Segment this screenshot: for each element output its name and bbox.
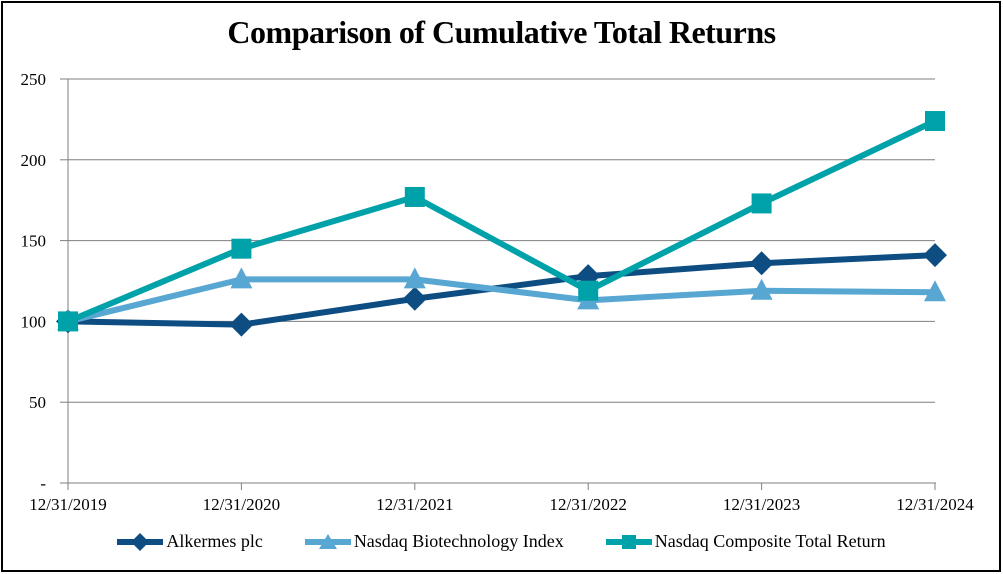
x-tick-label: 12/31/2022 (549, 495, 626, 514)
chart-title: Comparison of Cumulative Total Returns (227, 14, 776, 50)
data-point-marker (750, 278, 773, 300)
legend-item: Nasdaq Biotechnology Index (304, 531, 564, 552)
legend-label: Alkermes plc (166, 531, 263, 551)
x-tick-label: 12/31/2023 (723, 495, 800, 514)
data-point-marker (229, 312, 254, 337)
x-tick-label: 12/31/2021 (376, 495, 453, 514)
data-point-marker (230, 267, 253, 289)
y-tick-label: 150 (21, 232, 47, 251)
data-point-marker (403, 267, 426, 289)
x-tick-label: 12/31/2019 (29, 495, 106, 514)
data-point-marker (923, 243, 947, 268)
x-tick-label: 12/31/2024 (896, 495, 974, 514)
legend: Alkermes plc Nasdaq Biotechnology Index Na… (0, 531, 1003, 552)
square-legend-marker-icon (605, 534, 652, 549)
y-tick-label: 250 (21, 70, 47, 89)
legend-item: Alkermes plc (117, 531, 263, 552)
data-point-marker (751, 193, 772, 214)
data-point-marker (58, 311, 78, 332)
data-point-marker (231, 238, 252, 259)
legend-label: Nasdaq Composite Total Return (654, 531, 886, 551)
data-point-marker (749, 251, 774, 276)
data-point-marker (925, 111, 945, 132)
triangle-legend-marker-icon (304, 533, 351, 549)
y-tick-label: 50 (29, 393, 46, 412)
data-point-marker (404, 186, 425, 207)
y-tick-label: 100 (21, 312, 47, 331)
data-point-marker (578, 280, 599, 301)
y-tick-label: 200 (21, 151, 47, 170)
diamond-legend-marker-icon (117, 532, 164, 551)
series-line (67, 276, 936, 325)
legend-item: Nasdaq Composite Total Return (605, 531, 886, 552)
x-tick-label: 12/31/2020 (203, 495, 280, 514)
legend-label: Nasdaq Biotechnology Index (353, 531, 564, 551)
series-line (66, 118, 937, 325)
data-point-marker (402, 286, 427, 311)
y-tick-label: - (40, 474, 46, 493)
data-point-marker (924, 280, 946, 302)
